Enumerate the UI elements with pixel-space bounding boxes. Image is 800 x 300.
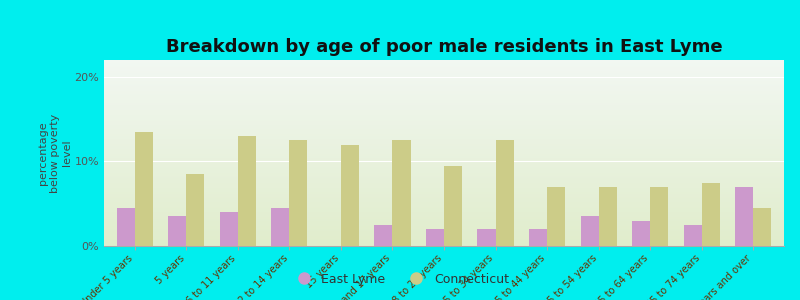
Bar (135, 132, 153, 246)
Bar (220, 212, 238, 246)
Bar (632, 220, 650, 246)
Bar (168, 216, 186, 246)
Bar (393, 140, 410, 246)
Bar (547, 187, 565, 246)
Bar (186, 174, 205, 246)
Bar (735, 187, 753, 246)
Bar (374, 225, 393, 246)
Bar (478, 229, 495, 246)
Y-axis label: percentage
below poverty
level: percentage below poverty level (38, 113, 72, 193)
Bar (271, 208, 290, 246)
Bar (444, 166, 462, 246)
Bar (581, 216, 598, 246)
Legend: East Lyme, Connecticut: East Lyme, Connecticut (286, 268, 514, 291)
Bar (117, 208, 135, 246)
Bar (753, 208, 771, 246)
Bar (238, 136, 256, 246)
Bar (290, 140, 307, 246)
Bar (702, 183, 720, 246)
Bar (598, 187, 617, 246)
Bar (683, 225, 702, 246)
Bar (341, 145, 359, 246)
Bar (650, 187, 668, 246)
Bar (529, 229, 547, 246)
Title: Breakdown by age of poor male residents in East Lyme: Breakdown by age of poor male residents … (166, 38, 722, 56)
Bar (426, 229, 444, 246)
Bar (495, 140, 514, 246)
